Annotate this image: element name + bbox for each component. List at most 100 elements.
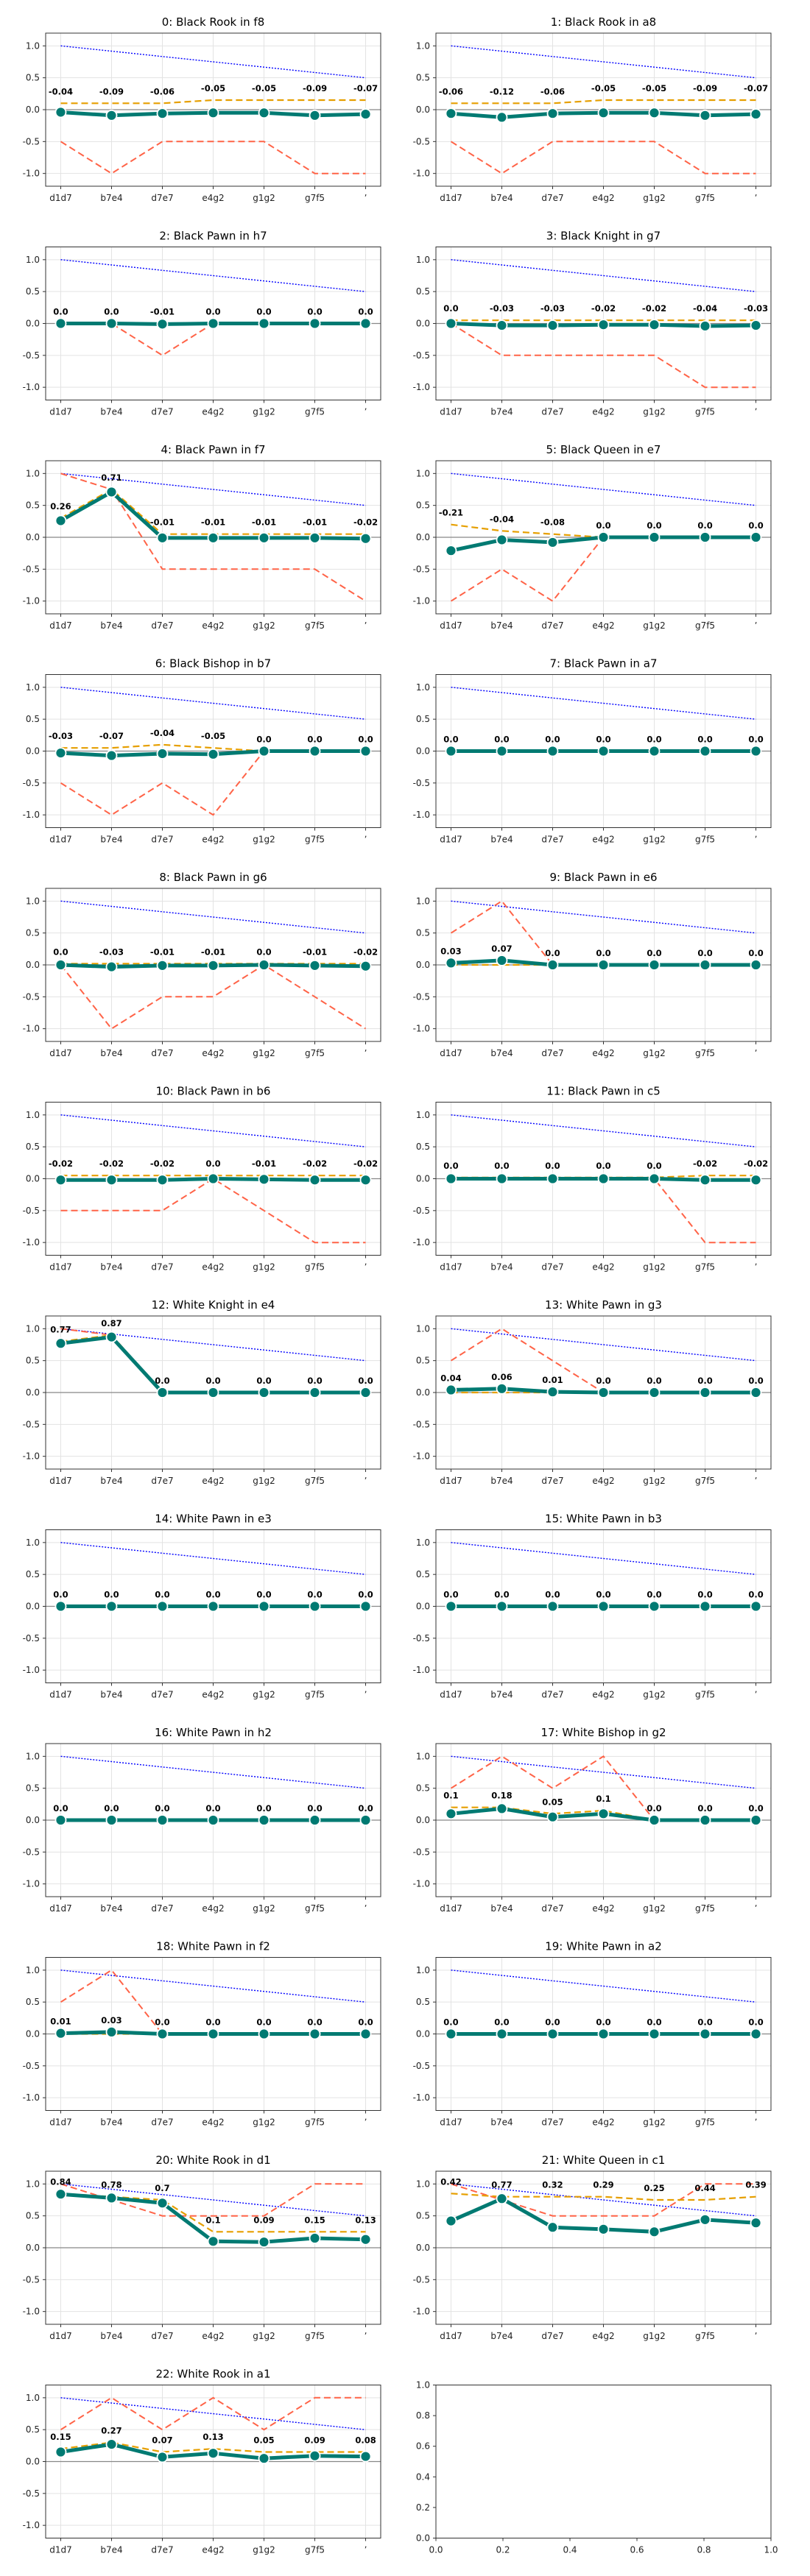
data-label: -0.01 xyxy=(201,946,225,957)
x-tick-label: b7e4 xyxy=(100,1262,122,1273)
y-tick-label: 0.0 xyxy=(26,2243,40,2253)
data-point xyxy=(156,748,169,760)
data-label: -0.01 xyxy=(252,517,276,528)
data-point xyxy=(648,745,661,757)
x-tick-label: e4g2 xyxy=(592,407,614,417)
y-tick-label: -1.0 xyxy=(23,810,40,820)
x-tick-label: 1.0 xyxy=(764,2545,778,2555)
empty-panel: 0.0 0.2 0.4 0.6 0.8 1.0 1.0 0.8 0.6 0.4 0.2 0.0 xyxy=(416,2380,778,2555)
data-point xyxy=(445,1600,457,1613)
x-tick-label: d1d7 xyxy=(440,1690,462,1700)
series-blue-line xyxy=(451,259,756,292)
y-tick-label: 0.0 xyxy=(26,532,40,542)
y-tick-label: 0.5 xyxy=(26,714,40,724)
data-point xyxy=(359,745,372,757)
data-label: 0.05 xyxy=(253,2435,274,2446)
x-tick-label: d1d7 xyxy=(49,1262,72,1273)
series-blue-line xyxy=(451,1328,756,1362)
series-red-line xyxy=(60,1178,366,1244)
series-blue-line xyxy=(60,687,366,720)
data-label: 0.06 xyxy=(491,1372,512,1382)
y-tick-label: -1.0 xyxy=(413,1665,430,1675)
data-label: 0.0 xyxy=(596,735,610,745)
data-label: 0.0 xyxy=(596,1376,610,1386)
y-tick-label: 0.0 xyxy=(416,319,430,329)
data-label: 0.0 xyxy=(545,2017,560,2028)
data-point xyxy=(750,531,762,543)
data-label: 0.0 xyxy=(205,1158,220,1169)
data-point xyxy=(156,959,169,972)
x-tick-label: g7f5 xyxy=(305,835,325,845)
y-tick-label: 0.4 xyxy=(416,2471,430,2482)
data-point xyxy=(597,2223,610,2235)
data-label: 0.77 xyxy=(491,2180,512,2190)
panel-7: 7: Black Pawn in a7 1.0 0.5 0.0 -0.5 -1.0 d1d7… xyxy=(413,657,772,845)
panel-17: 17: White Bishop in g2 1.0 0.5 0.0 -0.5 -1.0 d… xyxy=(413,1726,772,1914)
data-label: 0.27 xyxy=(101,2426,122,2436)
data-point xyxy=(359,2028,372,2040)
data-label: -0.02 xyxy=(353,946,378,957)
data-label: 0.71 xyxy=(101,473,122,483)
y-tick-label: 0.0 xyxy=(416,1174,430,1184)
x-tick-label: b7e4 xyxy=(100,1048,122,1058)
data-label: 0.0 xyxy=(697,1590,712,1600)
y-tick-label: -1.0 xyxy=(23,1879,40,1889)
y-tick-label: -0.5 xyxy=(413,778,430,788)
x-tick-label: g1g2 xyxy=(643,193,666,203)
data-point xyxy=(750,1600,762,1613)
data-point xyxy=(309,2028,321,2040)
data-point xyxy=(207,1814,219,1826)
y-tick-label: -0.5 xyxy=(23,564,40,574)
x-tick-label: e4g2 xyxy=(592,1048,614,1058)
data-label: -0.06 xyxy=(540,86,565,96)
y-tick-label: 1.0 xyxy=(26,682,40,693)
series-orange-line xyxy=(60,2193,366,2233)
y-tick-label: 1.0 xyxy=(26,40,40,51)
panel-19: 19: White Pawn in a2 1.0 0.5 0.0 -0.5 -1.0 d1d… xyxy=(413,1940,772,2128)
panel-title: 19: White Pawn in a2 xyxy=(545,1940,662,1953)
y-tick-label: -1.0 xyxy=(413,1451,430,1462)
data-point xyxy=(546,537,559,548)
data-point xyxy=(105,2438,118,2451)
y-tick-label: -0.5 xyxy=(413,1633,430,1643)
data-label: 0.0 xyxy=(748,2017,763,2028)
data-label: 0.84 xyxy=(50,2176,71,2187)
series-blue-line xyxy=(60,2183,366,2217)
y-tick-label: -0.5 xyxy=(413,2061,430,2071)
series-red-line xyxy=(60,2396,366,2431)
x-tick-label: e4g2 xyxy=(592,620,614,631)
data-point xyxy=(648,1814,661,1826)
x-tick-label: d1d7 xyxy=(49,2117,72,2128)
data-point xyxy=(496,1802,508,1815)
y-tick-label: -0.5 xyxy=(23,1847,40,1857)
y-tick-label: -1.0 xyxy=(413,596,430,606)
x-tick-label: g7f5 xyxy=(695,1048,715,1058)
series-red-line xyxy=(450,322,756,389)
data-point xyxy=(359,1814,372,1826)
data-label: -0.04 xyxy=(490,514,514,524)
data-point xyxy=(445,2215,457,2227)
x-tick-label: e4g2 xyxy=(592,193,614,203)
x-tick-label: d1d7 xyxy=(49,1476,72,1486)
y-tick-label: 0.5 xyxy=(26,1997,40,2007)
data-point xyxy=(54,514,67,527)
data-label: -0.03 xyxy=(540,303,565,314)
x-tick-label: b7e4 xyxy=(490,1690,513,1700)
data-label: -0.04 xyxy=(150,728,175,738)
y-tick-label: 0.5 xyxy=(416,1142,430,1152)
y-tick-label: -1.0 xyxy=(23,2307,40,2317)
data-point xyxy=(309,1814,321,1826)
data-label: 0.0 xyxy=(256,1803,271,1814)
data-point xyxy=(54,2188,67,2201)
data-label: -0.21 xyxy=(439,508,463,518)
y-tick-label: 0.5 xyxy=(416,500,430,511)
data-point xyxy=(648,1387,661,1398)
data-point xyxy=(359,960,372,972)
series-blue-line xyxy=(60,1114,366,1147)
data-point xyxy=(648,1172,661,1185)
panel-5: 5: Black Queen in e7 1.0 0.5 0.0 -0.5 -1.0 d1d… xyxy=(413,443,772,631)
series-blue-line xyxy=(451,2183,756,2217)
x-tick-label: d7e7 xyxy=(151,1476,173,1486)
y-tick-label: 1.0 xyxy=(26,255,40,265)
x-tick-label: d7e7 xyxy=(151,620,173,631)
